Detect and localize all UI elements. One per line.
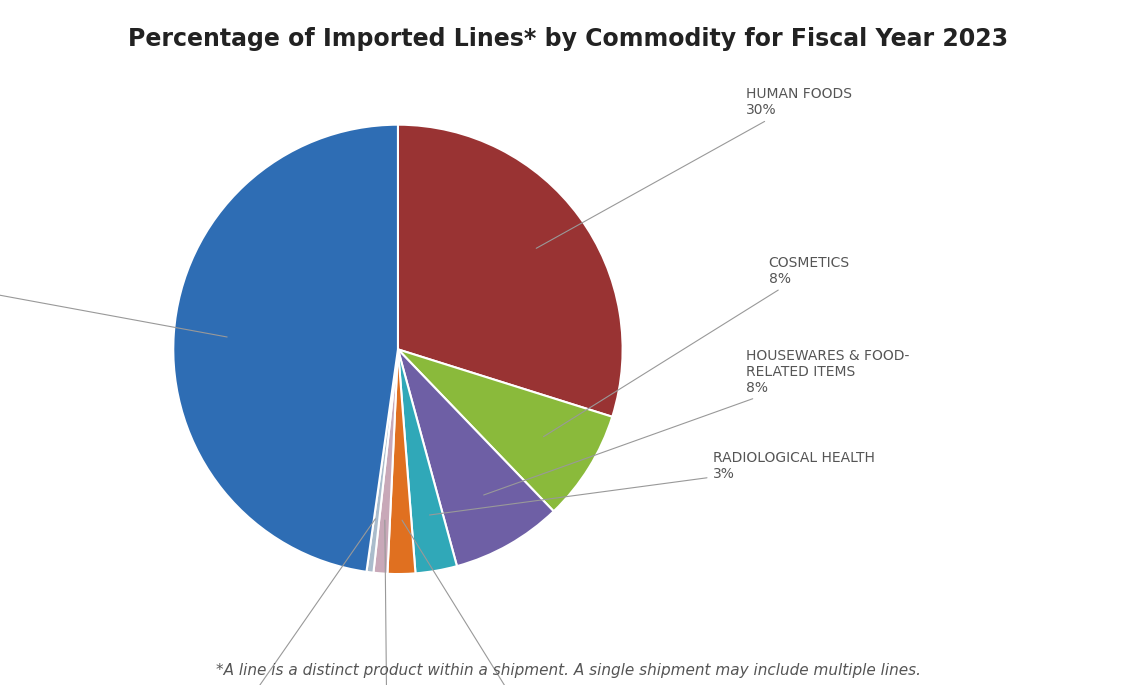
Text: DEVICES
48%: DEVICES 48% [0, 271, 227, 337]
Wedge shape [398, 125, 623, 416]
Wedge shape [398, 349, 457, 573]
Wedge shape [398, 349, 613, 511]
Wedge shape [398, 349, 554, 566]
Text: DRUGS & BIOLOGICS
2%: DRUGS & BIOLOGICS 2% [402, 520, 595, 685]
Text: HUMAN FOODS
30%: HUMAN FOODS 30% [537, 87, 853, 249]
Wedge shape [373, 349, 398, 574]
Text: COSMETICS
8%: COSMETICS 8% [543, 256, 849, 436]
Wedge shape [388, 349, 415, 574]
Text: TOBACCO PRODUCTS
<1%: TOBACCO PRODUCTS <1% [166, 519, 375, 685]
Text: RADIOLOGICAL HEALTH
3%: RADIOLOGICAL HEALTH 3% [430, 451, 874, 515]
Wedge shape [173, 125, 398, 572]
Text: *A line is a distinct product within a shipment. A single shipment may include m: *A line is a distinct product within a s… [216, 663, 921, 678]
Text: Percentage of Imported Lines* by Commodity for Fiscal Year 2023: Percentage of Imported Lines* by Commodi… [128, 27, 1009, 51]
Wedge shape [366, 349, 398, 573]
Text: HOUSEWARES & FOOD-
RELATED ITEMS
8%: HOUSEWARES & FOOD- RELATED ITEMS 8% [483, 349, 910, 495]
Text: ANIMAL FEED
1%: ANIMAL FEED 1% [340, 520, 433, 685]
